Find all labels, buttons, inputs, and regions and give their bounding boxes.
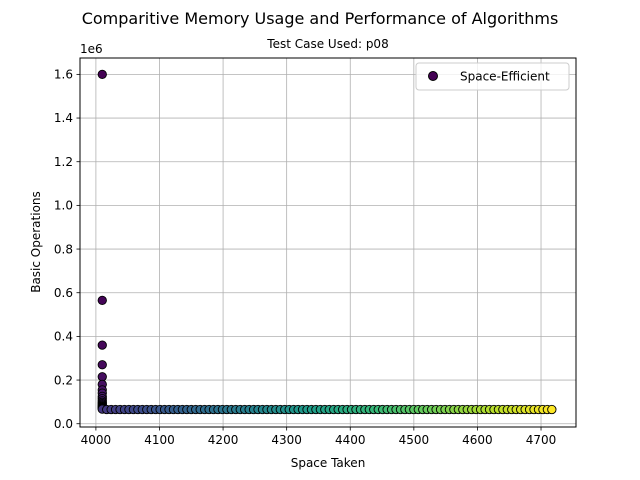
scatter-point (97, 340, 107, 350)
scatter-point (97, 69, 107, 80)
y-axis-ticks: 0.0 0.2 0.4 0.6 0.8 1.0 1.2 1.4 1.6 (54, 68, 80, 431)
x-tick-label: 4700 (526, 433, 557, 447)
chart-title: Comparitive Memory Usage and Performance… (82, 9, 559, 28)
y-tick-label: 1.4 (54, 111, 73, 125)
x-axis-ticks: 4000 4100 4200 4300 4400 4500 4600 4700 (81, 427, 557, 447)
y-tick-label: 1.2 (54, 155, 73, 169)
y-tick-label: 0.6 (54, 286, 73, 300)
scatter-point (97, 295, 107, 306)
plot-frame (79, 57, 577, 428)
x-tick-label: 4200 (208, 433, 239, 447)
y-tick-label: 0.0 (54, 417, 73, 431)
y-offset-label: 1e6 (80, 42, 103, 56)
scatter-points (97, 69, 557, 415)
scatter-point (547, 404, 557, 415)
scatter-point (97, 372, 107, 382)
x-tick-label: 4500 (399, 433, 430, 447)
x-tick-label: 4600 (462, 433, 493, 447)
legend-box (415, 62, 570, 91)
chart-subtitle: Test Case Used: p08 (266, 37, 388, 51)
x-tick-label: 4400 (335, 433, 366, 447)
scatter-point (97, 360, 107, 370)
legend: Space-Efficient (415, 62, 570, 91)
y-axis-label: Basic Operations (29, 191, 43, 293)
legend-marker (428, 71, 438, 81)
y-tick-label: 1.6 (54, 68, 73, 82)
y-tick-label: 1.0 (54, 199, 73, 213)
grid-lines (80, 58, 576, 427)
x-tick-label: 4100 (144, 433, 175, 447)
x-tick-label: 4000 (81, 433, 112, 447)
legend-label: Space-Efficient (460, 70, 550, 84)
y-tick-label: 0.2 (54, 373, 73, 387)
y-tick-label: 0.4 (54, 330, 73, 344)
x-tick-label: 4300 (271, 433, 302, 447)
x-axis-label: Space Taken (291, 456, 366, 470)
y-tick-label: 0.8 (54, 242, 73, 256)
